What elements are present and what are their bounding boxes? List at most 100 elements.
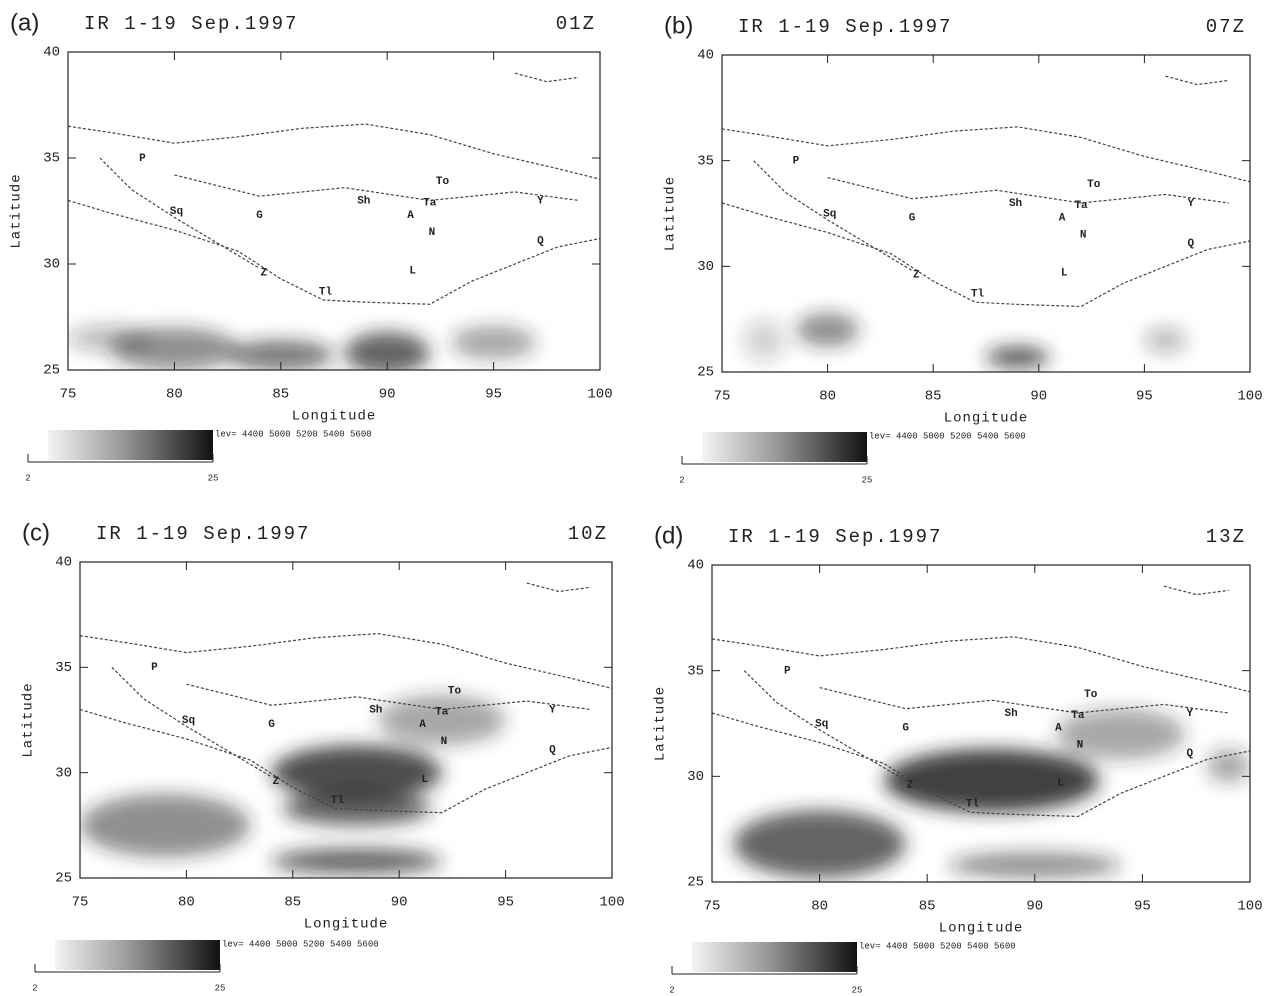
y-tick-label: 25	[55, 871, 72, 887]
place-label: P	[784, 666, 791, 678]
y-axis-label: Latitude	[663, 176, 679, 251]
place-label: To	[448, 685, 462, 697]
terrain-contour	[711, 636, 1251, 693]
plot-frame	[721, 54, 1251, 373]
cloud-frequency	[68, 325, 154, 351]
x-tick-label: 75	[714, 389, 731, 405]
ir-shading	[68, 325, 537, 370]
y-tick-label: 40	[43, 45, 60, 61]
place-label: Sq	[815, 718, 828, 730]
place-label: A	[1055, 723, 1062, 735]
x-tick-label: 80	[819, 389, 836, 405]
place-label: Z	[913, 270, 920, 282]
time: 01Z	[556, 13, 596, 35]
place-label: P	[151, 662, 158, 674]
x-tick-label: 75	[72, 895, 89, 911]
title: IR 1-19 Sep.1997	[738, 16, 952, 38]
x-tick-label: 100	[1237, 389, 1262, 405]
terrain-contour	[514, 72, 579, 83]
terrain-contour	[67, 199, 601, 305]
y-tick-label: 35	[55, 660, 72, 676]
cloud-frequency	[282, 791, 432, 826]
x-tick-label: 90	[1030, 389, 1047, 405]
x-tick-label: 85	[919, 899, 936, 915]
plot-frame	[79, 561, 613, 879]
place-label: Tl	[966, 799, 980, 811]
place-label: A	[419, 719, 426, 731]
x-tick-label: 90	[1026, 899, 1043, 915]
panel-label: (c)	[22, 519, 50, 546]
place-label: Y	[1188, 198, 1195, 210]
place-label: L	[1057, 778, 1064, 790]
x-tick-label: 85	[272, 387, 289, 403]
place-label: Y	[549, 704, 556, 716]
place-label: To	[436, 176, 450, 188]
terrain-contour	[1165, 75, 1229, 86]
place-label: G	[256, 210, 263, 222]
y-tick-label: 30	[43, 257, 60, 273]
place-label: G	[268, 719, 275, 731]
colorbar	[48, 430, 213, 460]
colorbar-tick-label: 2	[679, 475, 684, 485]
cloud-frequency	[451, 325, 537, 360]
terrain-contour	[526, 582, 591, 593]
ir-shading	[733, 708, 1250, 878]
colorbar-tick-label: 25	[215, 983, 226, 993]
colorbar-levels: lev= 4400 5000 5200 5400 5600	[222, 939, 379, 949]
colorbar-levels: lev= 4400 5000 5200 5400 5600	[869, 431, 1026, 441]
terrain-contour	[721, 202, 1251, 308]
x-tick-label: 90	[391, 895, 408, 911]
place-label: L	[409, 265, 416, 277]
place-label: Sq	[170, 206, 183, 218]
x-tick-label: 95	[485, 387, 502, 403]
time: 13Z	[1206, 526, 1246, 548]
x-tick-label: 100	[599, 895, 624, 911]
place-label: L	[1061, 268, 1068, 280]
place-label: G	[909, 213, 916, 225]
cloud-frequency	[986, 346, 1050, 368]
plot-frame	[711, 564, 1251, 883]
place-label: Z	[272, 776, 279, 788]
x-tick-label: 75	[60, 387, 77, 403]
place-label: Sh	[1005, 708, 1018, 720]
place-label: Sq	[182, 715, 195, 727]
x-tick-label: 95	[1136, 389, 1153, 405]
y-tick-label: 30	[697, 259, 714, 275]
terrain-contour	[79, 708, 613, 814]
place-label: N	[1080, 230, 1087, 242]
cloud-frequency	[271, 848, 442, 874]
place-label: Ta	[1074, 200, 1088, 212]
y-tick-label: 35	[43, 151, 60, 167]
y-tick-label: 35	[687, 663, 704, 679]
place-label: Q	[1186, 748, 1193, 760]
place-label: Q	[537, 236, 544, 248]
plot-frame	[67, 51, 601, 371]
colorbar-tick-label: 2	[669, 985, 674, 995]
y-tick-label: 25	[687, 875, 704, 891]
x-tick-label: 75	[704, 899, 721, 915]
place-label: To	[1087, 179, 1101, 191]
x-tick-label: 95	[497, 895, 514, 911]
title: IR 1-19 Sep.1997	[96, 523, 310, 545]
map-panel: (d) IR 1-19 Sep.1997 13Z Longitude Latitude 7…	[653, 522, 1263, 995]
place-label: Y	[537, 195, 544, 207]
cloud-frequency	[1056, 708, 1186, 760]
colorbar-tick-label: 2	[32, 983, 37, 993]
terrain-contour	[111, 666, 272, 778]
terrain-contour	[99, 157, 260, 269]
time: 07Z	[1206, 16, 1246, 38]
cloud-frequency	[948, 852, 1121, 878]
cloud-frequency	[743, 319, 786, 362]
place-label: Ta	[1071, 710, 1085, 722]
y-axis-label: Latitude	[653, 686, 669, 761]
cloud-frequency	[80, 793, 251, 857]
place-label: Z	[260, 267, 267, 279]
place-label: A	[407, 210, 414, 222]
x-axis-label: Longitude	[944, 411, 1029, 427]
cloud-frequency	[377, 694, 506, 746]
colorbar-tick-label: 25	[208, 473, 219, 483]
place-label: Sq	[823, 208, 836, 220]
x-tick-label: 100	[1237, 899, 1262, 915]
x-tick-label: 80	[178, 895, 195, 911]
